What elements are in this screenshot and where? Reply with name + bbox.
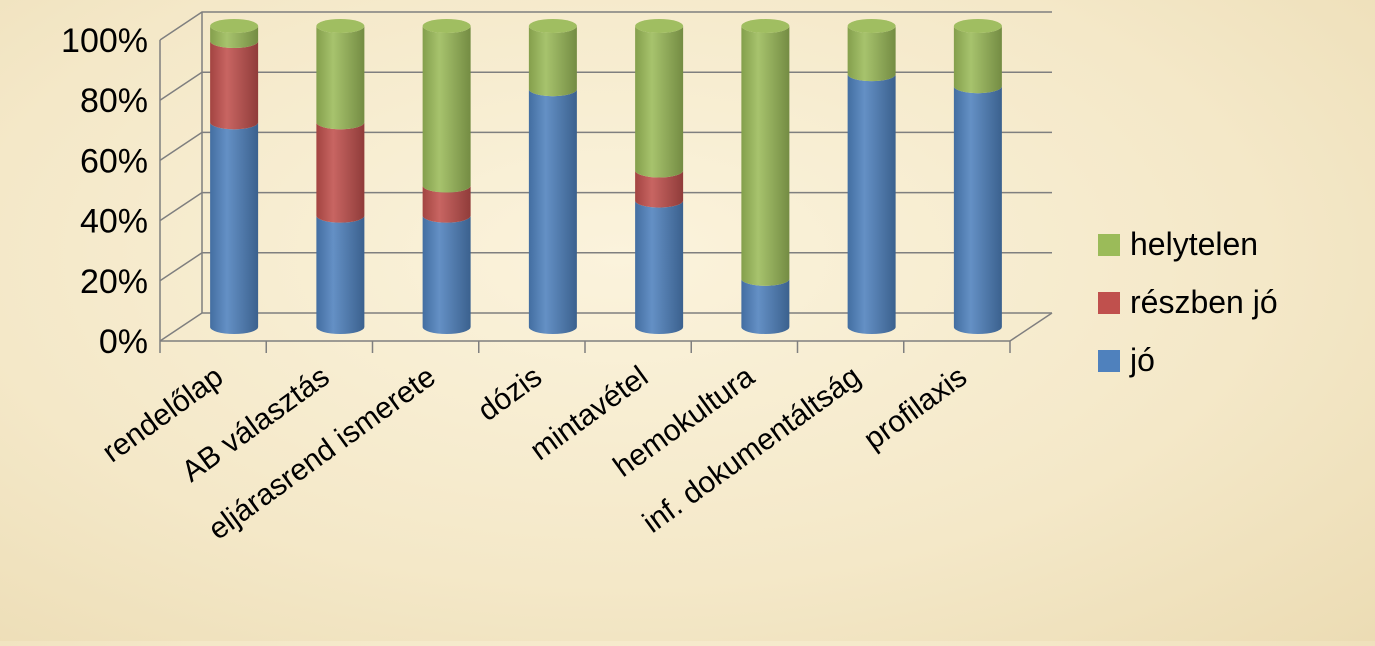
bar-segment-helytelen bbox=[953, 26, 1002, 94]
y-tick-label: 60% bbox=[80, 142, 148, 180]
bar-top-cap bbox=[847, 19, 896, 33]
bars-layer bbox=[210, 19, 1002, 335]
bar-top-cap bbox=[422, 19, 471, 33]
bar-segment-jó bbox=[316, 215, 365, 334]
grid-layer bbox=[159, 11, 1053, 353]
bar-segment-részben-jó bbox=[422, 185, 471, 223]
bar-segment-jó bbox=[741, 278, 790, 334]
x-category-label: dózis bbox=[472, 360, 548, 428]
bar-top-cap bbox=[741, 19, 790, 33]
bar-segment-helytelen bbox=[847, 26, 896, 82]
legend-label: részben jó bbox=[1130, 284, 1278, 320]
y-tick-label: 80% bbox=[80, 82, 148, 120]
bar-top-cap bbox=[953, 19, 1002, 33]
bar-top-cap bbox=[635, 19, 684, 33]
gridline bbox=[159, 312, 1052, 342]
gridline bbox=[159, 11, 1052, 41]
bar-segment-részben-jó bbox=[635, 170, 684, 208]
x-category-label: profilaxis bbox=[858, 360, 973, 456]
y-tick-label: 40% bbox=[80, 203, 148, 241]
y-tick-label: 20% bbox=[80, 263, 148, 301]
bar-segment-jó bbox=[847, 74, 896, 334]
bar-segment-helytelen bbox=[422, 26, 471, 193]
bar-segment-helytelen bbox=[635, 26, 684, 178]
legend-label: helytelen bbox=[1130, 226, 1258, 262]
y-tick-label: 0% bbox=[99, 323, 148, 361]
bar-segment-helytelen bbox=[528, 26, 577, 97]
bar-segment-jó bbox=[635, 200, 684, 334]
bar-segment-helytelen bbox=[210, 26, 259, 49]
legend-swatch bbox=[1098, 350, 1120, 372]
y-tick-label: 100% bbox=[61, 22, 148, 60]
legend-swatch bbox=[1098, 292, 1120, 314]
bar-segment-jó bbox=[953, 86, 1002, 334]
bar-top-cap bbox=[210, 19, 259, 33]
bar-segment-jó bbox=[422, 215, 471, 334]
bar-segment-jó bbox=[528, 89, 577, 335]
y-axis-ticks: 0% 20% 40% 60% 80% 100% bbox=[61, 22, 148, 361]
bar-segment-jó bbox=[210, 122, 259, 334]
gridline bbox=[159, 131, 1052, 162]
bar-top-cap bbox=[528, 19, 577, 33]
bar-segment-részben-jó bbox=[210, 41, 259, 130]
bar-segment-helytelen bbox=[741, 26, 790, 286]
bar-segment-részben-jó bbox=[316, 122, 365, 223]
legend-swatch bbox=[1098, 234, 1120, 256]
gridline bbox=[159, 252, 1052, 282]
legend-label: jó bbox=[1129, 342, 1155, 378]
legend: helytelen részben jó jó bbox=[1098, 226, 1278, 378]
bar-segment-helytelen bbox=[316, 26, 365, 130]
bar-top-cap bbox=[316, 19, 365, 33]
floor-edge bbox=[1009, 312, 1053, 342]
gridline bbox=[159, 71, 1052, 101]
gridline bbox=[159, 191, 1052, 222]
